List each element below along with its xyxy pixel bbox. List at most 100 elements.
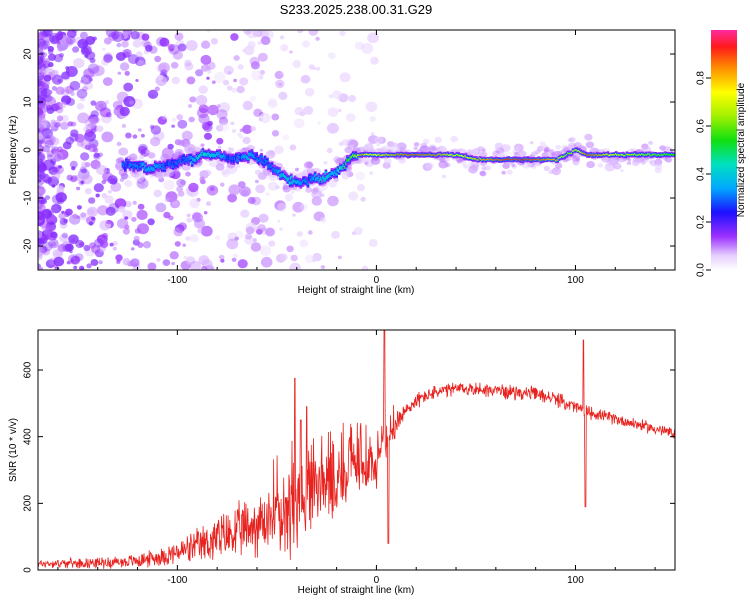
noise-blob	[297, 30, 304, 34]
noise-blob	[105, 206, 116, 216]
x-tick-label: 0	[374, 275, 380, 286]
noise-blob	[211, 80, 216, 84]
noise-blob	[227, 71, 232, 75]
noise-blob	[38, 87, 48, 97]
noise-blob	[258, 75, 264, 80]
noise-blob	[117, 71, 122, 75]
noise-blob	[267, 181, 278, 191]
noise-blob	[84, 188, 92, 195]
spectrogram-plot-area	[38, 30, 675, 270]
noise-blob	[135, 79, 139, 82]
noise-blob	[198, 113, 210, 124]
noise-blob	[122, 51, 130, 58]
noise-blob	[79, 166, 87, 173]
noise-blob	[185, 40, 198, 51]
noise-blob	[58, 212, 66, 220]
spectral-ridge	[121, 147, 675, 189]
noise-blob	[44, 195, 51, 200]
noise-blob	[199, 176, 205, 182]
noise-blob	[207, 69, 212, 74]
noise-blob	[102, 47, 106, 51]
halo-blob	[134, 172, 146, 182]
noise-blob	[90, 159, 101, 170]
noise-blob	[73, 58, 85, 69]
noise-blob	[218, 116, 229, 126]
y-tick-label: 0	[23, 147, 34, 153]
spectrogram-x-label: Height of straight line (km)	[298, 285, 415, 296]
noise-blob	[43, 74, 52, 82]
noise-blob	[236, 85, 245, 94]
noise-blob	[132, 39, 142, 48]
noise-blob	[65, 66, 70, 70]
ridge-cell	[288, 182, 292, 184]
noise-blob	[328, 94, 333, 99]
y-tick-label: 600	[23, 361, 34, 378]
noise-blob	[147, 262, 157, 270]
noise-blob	[280, 44, 289, 52]
noise-blob	[198, 85, 208, 94]
halo-blob	[265, 150, 276, 159]
noise-blob	[45, 139, 54, 148]
noise-blob	[195, 95, 208, 106]
noise-blob	[279, 35, 285, 40]
noise-blob	[137, 60, 145, 67]
noise-blob	[316, 66, 321, 71]
noise-blob	[251, 70, 263, 81]
noise-blob	[290, 190, 295, 194]
noise-blob	[45, 259, 56, 269]
noise-blob	[53, 53, 64, 63]
noise-blob	[369, 116, 376, 122]
noise-blob	[184, 62, 194, 71]
noise-blob	[44, 80, 50, 86]
noise-blob	[303, 105, 314, 115]
noise-blob	[92, 65, 105, 77]
halo-blob	[221, 170, 228, 175]
noise-blob	[91, 216, 96, 221]
noise-blob	[176, 114, 183, 121]
noise-blob	[76, 103, 85, 110]
noise-blob	[311, 257, 317, 263]
noise-blob	[319, 217, 327, 223]
noise-blob	[119, 106, 130, 117]
noise-blob	[96, 125, 104, 132]
noise-blob	[307, 230, 313, 235]
noise-blob	[104, 195, 114, 204]
noise-blob	[189, 198, 200, 209]
noise-blob	[102, 77, 113, 86]
ridge-cell	[266, 160, 269, 163]
noise-blob	[285, 193, 293, 202]
spectrogram-halo	[115, 133, 673, 199]
halo-blob	[634, 156, 643, 164]
noise-blob	[238, 181, 246, 189]
halo-blob	[311, 189, 322, 199]
noise-blob	[230, 121, 235, 126]
snr-series-line	[38, 330, 675, 569]
noise-blob	[169, 251, 179, 260]
noise-blob	[181, 130, 193, 141]
noise-blob	[218, 122, 230, 132]
noise-blob	[66, 30, 77, 39]
halo-blob	[344, 146, 353, 154]
noise-blob	[367, 32, 379, 44]
noise-blob	[91, 125, 97, 131]
noise-blob	[48, 238, 59, 249]
noise-blob	[125, 132, 132, 139]
noise-blob	[103, 54, 113, 63]
halo-blob	[203, 169, 212, 176]
halo-blob	[584, 133, 593, 141]
noise-blob	[218, 102, 230, 113]
noise-blob	[133, 235, 140, 242]
noise-blob	[57, 244, 67, 253]
noise-blob	[65, 243, 74, 252]
noise-blob	[93, 152, 100, 158]
halo-blob	[200, 143, 205, 147]
noise-blob	[279, 227, 283, 231]
noise-blob	[213, 71, 226, 83]
noise-blob	[185, 256, 196, 265]
noise-blob	[110, 182, 122, 192]
noise-blob	[98, 260, 103, 265]
noise-blob	[271, 130, 280, 137]
halo-blob	[620, 168, 624, 173]
noise-blob	[123, 82, 134, 92]
noise-blob	[226, 85, 233, 91]
